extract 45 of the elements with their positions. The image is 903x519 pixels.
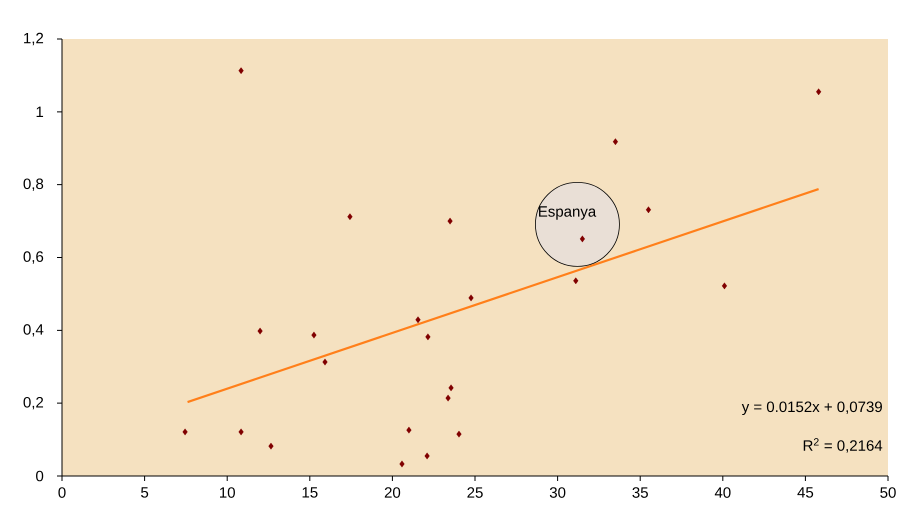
point (399, 460, 405, 468)
point (468, 294, 474, 302)
annotation: Espanya (539, 206, 596, 220)
point (406, 426, 412, 434)
point (238, 67, 244, 74)
point (612, 138, 618, 146)
point (415, 316, 421, 324)
point (322, 358, 328, 366)
y-tick-label: 0,8 (24, 178, 44, 191)
x-tick-label: 20 (384, 487, 400, 498)
point (448, 384, 454, 392)
y-tick-label: 0,2 (24, 396, 44, 410)
x-tick-label: 15 (302, 487, 318, 498)
point (425, 334, 431, 340)
point (816, 88, 822, 96)
point (573, 277, 578, 284)
x-tick-label: 25 (467, 487, 483, 498)
point (257, 328, 263, 334)
y-tick-label: 0,6 (24, 251, 44, 264)
point (238, 428, 244, 436)
x-tick-label: 50 (880, 487, 896, 498)
annotation: y = 0.0152x + 0,0739 (742, 401, 882, 416)
x-tick-label: 0 (58, 487, 66, 498)
y-tick-label: 0 (36, 470, 44, 482)
y-tick-label: 0,4 (24, 324, 44, 337)
x-tick-label: 45 (797, 487, 814, 498)
point (722, 282, 728, 290)
point (445, 394, 451, 402)
x-tick-label: 40 (714, 487, 731, 498)
y-tick-label: 1,2 (24, 32, 44, 46)
point (182, 428, 188, 436)
point (646, 206, 652, 214)
point (347, 213, 353, 220)
point (447, 218, 453, 224)
x-tick-label: 30 (550, 487, 566, 498)
x-tick-label: 10 (220, 487, 235, 498)
annotation: R$^{2}$ = 0,2164 (804, 438, 882, 453)
point (424, 452, 430, 460)
point (268, 442, 274, 450)
point (580, 236, 585, 242)
point (456, 430, 462, 438)
x-tick-label: 5 (141, 487, 148, 498)
point (311, 332, 317, 338)
y-tick-label: 1 (36, 106, 44, 117)
x-tick-label: 35 (632, 487, 648, 498)
